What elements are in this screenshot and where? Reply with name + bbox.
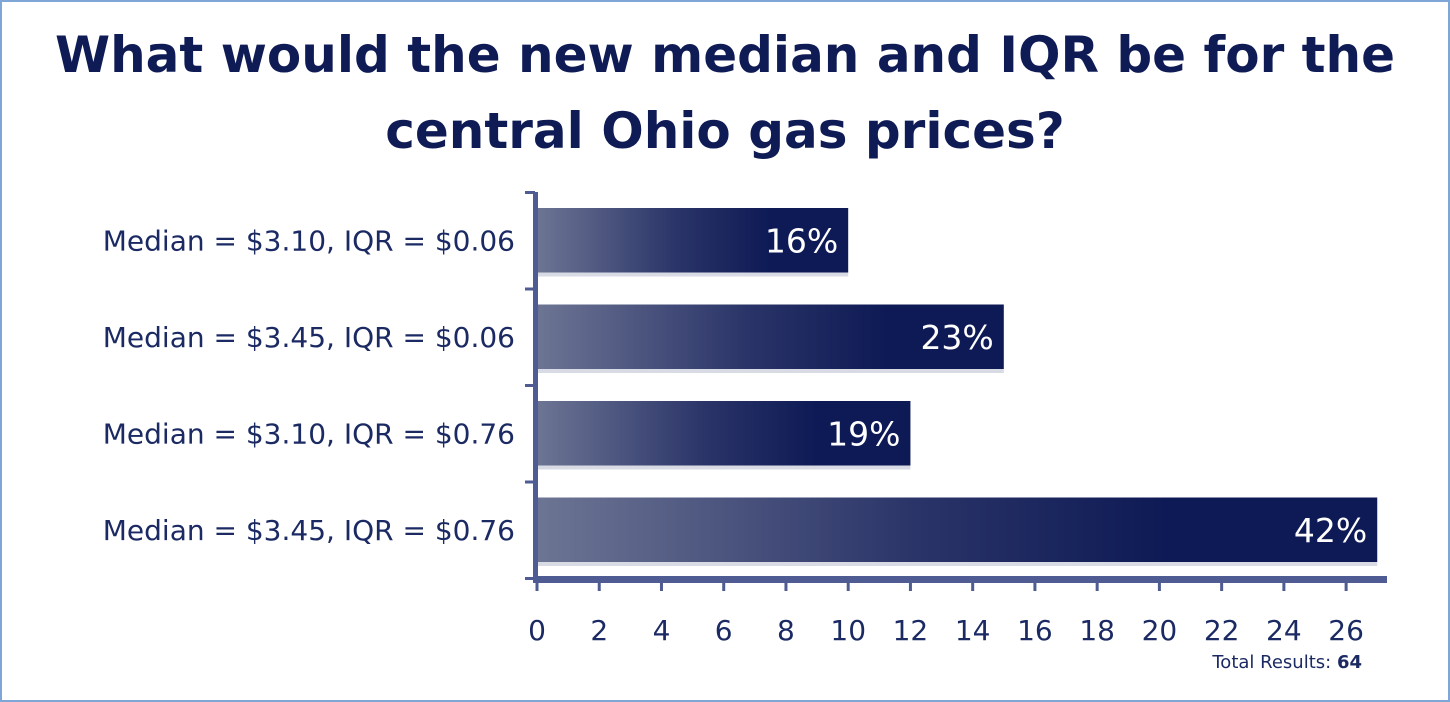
y-axis-tick [525, 191, 535, 194]
x-axis-tick [722, 583, 726, 591]
x-tick-label: 20 [1142, 614, 1178, 647]
x-tick-label: 22 [1204, 614, 1240, 647]
x-axis-tick [597, 583, 601, 591]
x-axis-tick [1220, 583, 1224, 591]
x-axis-tick [784, 583, 788, 591]
bar-shadow [537, 369, 1004, 373]
x-tick-label: 2 [590, 614, 608, 647]
bar [537, 304, 1004, 369]
x-axis-tick [1157, 583, 1161, 591]
total-results: Total Results: 64 [1211, 652, 1362, 673]
data-label: 23% [920, 318, 993, 357]
x-tick-label: 10 [830, 614, 866, 647]
category-label: Median = $3.10, IQR = $0.06 [103, 224, 515, 257]
chart-title-line-2: central Ohio gas prices? [385, 102, 1065, 160]
category-label: Median = $3.10, IQR = $0.76 [103, 417, 515, 450]
x-axis-tick [535, 583, 539, 591]
y-axis-tick [525, 384, 535, 387]
category-label: Median = $3.45, IQR = $0.06 [103, 321, 515, 354]
chart-title-line-1: What would the new median and IQR be for… [55, 26, 1395, 84]
x-tick-label: 26 [1328, 614, 1364, 647]
y-axis-tick [525, 480, 535, 484]
bar [537, 208, 849, 273]
x-tick-label: 18 [1079, 614, 1115, 647]
x-axis-tick [659, 583, 663, 591]
total-results-label: Total Results: [1211, 652, 1331, 673]
y-axis-line [533, 192, 538, 582]
x-axis-tick [971, 583, 975, 591]
data-label: 19% [827, 414, 900, 453]
x-axis-tick [1033, 583, 1037, 591]
x-axis-tick [1344, 583, 1348, 591]
x-tick-label: 8 [777, 614, 795, 647]
bar-shadow [537, 465, 911, 470]
x-tick-label: 16 [1017, 614, 1053, 647]
x-axis-line [533, 576, 1387, 583]
x-tick-label: 14 [955, 614, 991, 647]
x-axis-tick [1095, 583, 1099, 591]
bar [537, 497, 1378, 562]
x-axis-tick [1282, 583, 1286, 591]
y-axis-tick [525, 577, 535, 580]
x-tick-label: 24 [1266, 614, 1302, 647]
bar-shadow [537, 272, 849, 277]
y-axis-tick [525, 287, 535, 291]
data-label: 16% [765, 221, 838, 260]
category-label: Median = $3.45, IQR = $0.76 [103, 514, 515, 547]
total-results-value: 64 [1337, 652, 1362, 673]
x-tick-label: 0 [528, 614, 546, 647]
x-axis-tick [908, 583, 912, 591]
x-axis-tick [846, 583, 850, 591]
bar [537, 401, 911, 466]
x-tick-label: 4 [653, 614, 671, 647]
x-tick-label: 6 [715, 614, 733, 647]
data-label: 42% [1294, 511, 1367, 550]
x-tick-label: 12 [893, 614, 929, 647]
bar-shadow [537, 562, 1378, 566]
